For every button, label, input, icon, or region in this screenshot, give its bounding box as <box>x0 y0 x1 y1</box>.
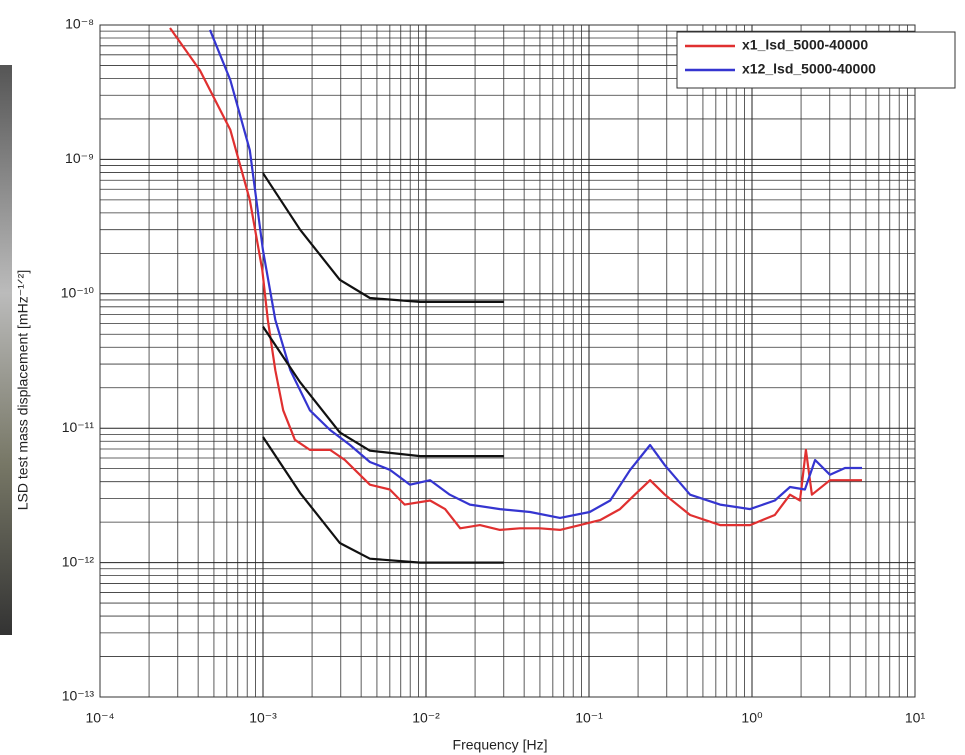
series-line <box>208 29 862 519</box>
x-axis-label: Frequency [Hz] <box>453 737 548 753</box>
y-tick-label: 10⁻⁸ <box>65 16 94 32</box>
series-line <box>262 172 504 303</box>
series-line <box>262 436 504 564</box>
x-tick-label: 10⁻⁴ <box>86 710 115 726</box>
x-tick-label: 10⁰ <box>741 710 763 726</box>
legend-label: x12_lsd_5000-40000 <box>742 61 876 77</box>
x-tick-label: 10⁻³ <box>249 710 277 726</box>
x-tick-label: 10⁻¹ <box>575 710 603 726</box>
y-tick-label: 10⁻¹⁰ <box>61 285 95 301</box>
plot-frame <box>99 24 916 698</box>
x-tick-label: 10¹ <box>905 710 926 726</box>
series-line <box>262 325 504 458</box>
y-tick-label: 10⁻⁹ <box>65 150 94 166</box>
series-line <box>169 27 862 531</box>
y-tick-label: 10⁻¹³ <box>62 688 95 704</box>
plot <box>169 27 862 564</box>
y-tick-label: 10⁻¹¹ <box>62 419 95 435</box>
x-tick-label: 10⁻² <box>412 710 440 726</box>
y-tick-label: 10⁻¹² <box>62 553 95 569</box>
legend-label: x1_lsd_5000-40000 <box>742 37 868 53</box>
legend-box <box>676 31 956 89</box>
background-photo <box>0 65 12 635</box>
grid <box>99 24 916 698</box>
y-axis-label: LSD test mass displacement [mHz⁻¹ᐟ²] <box>15 270 31 511</box>
legend: x1_lsd_5000-40000 x12_lsd_5000-40000 <box>676 31 956 89</box>
